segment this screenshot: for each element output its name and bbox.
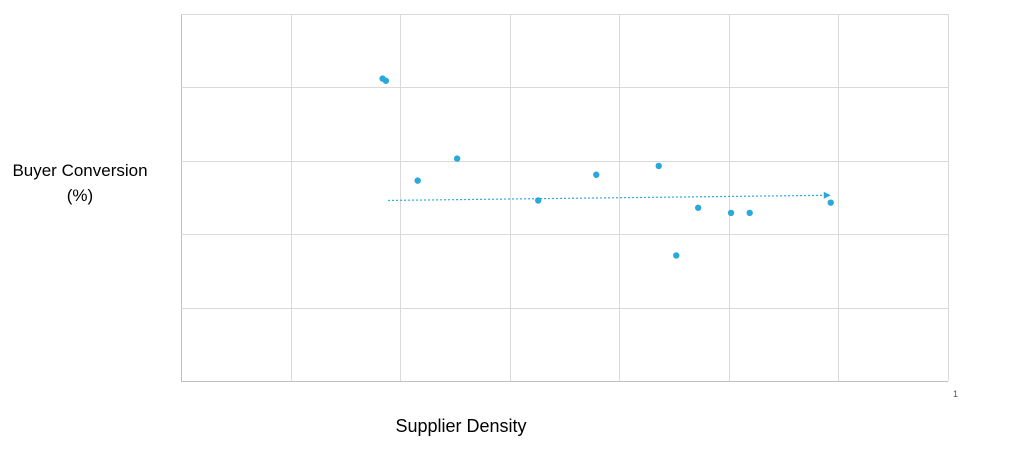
data-point	[453, 155, 461, 162]
data-point	[655, 162, 662, 170]
data-point	[593, 171, 600, 178]
data-point	[673, 252, 680, 259]
corner-mark: 1	[953, 389, 959, 399]
trendline	[388, 194, 827, 202]
x-axis-label: Supplier Density	[395, 416, 527, 436]
data-point	[727, 209, 735, 217]
data-point	[694, 204, 702, 211]
data-point	[414, 177, 421, 184]
trendline-arrowhead	[823, 191, 831, 199]
data-point	[382, 77, 390, 84]
data-point	[746, 209, 753, 217]
y-axis-label: Buyer Conversion (%)	[12, 161, 148, 205]
data-point	[535, 197, 542, 204]
data-point	[827, 199, 834, 206]
